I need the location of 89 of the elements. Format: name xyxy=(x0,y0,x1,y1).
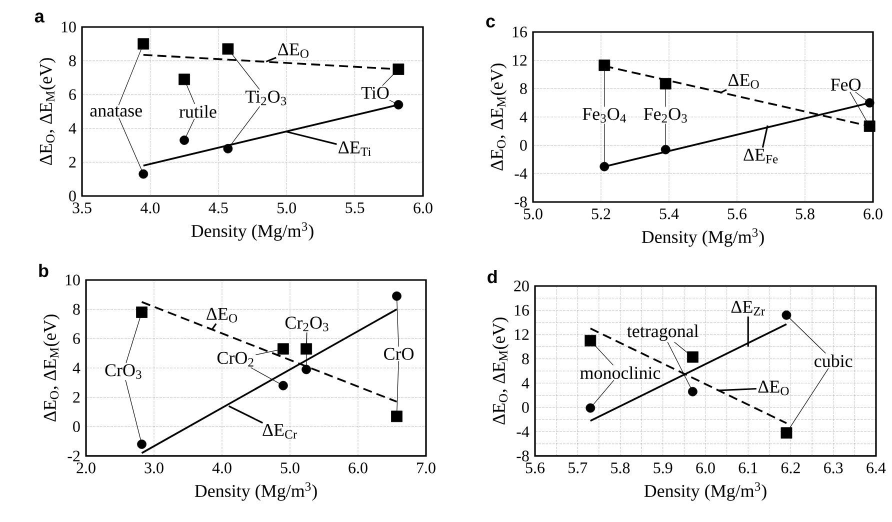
x-tick-label: 5.8 xyxy=(611,462,630,474)
y-tick-label: 10 xyxy=(62,22,76,32)
annotation: Fe$_{2}$O$_{3}$ xyxy=(644,108,687,123)
x-tick-label: 7.0 xyxy=(417,462,436,474)
annotation: CrO$_{2}$ xyxy=(217,352,254,366)
x-tick-label: 3.0 xyxy=(144,462,164,474)
annotation: monoclinic xyxy=(580,366,660,380)
y-tick-label: 6 xyxy=(73,333,80,344)
annotation: ΔE$_{O}$ xyxy=(278,43,308,58)
y-tick-label: -2 xyxy=(68,450,80,462)
y-tick-label: 4 xyxy=(68,123,76,134)
annotation: cubic xyxy=(814,354,852,368)
x-tick-label: 6.0 xyxy=(414,202,432,214)
y-tick-label: 16 xyxy=(512,26,527,38)
x-axis-title: Density (Mg/m$^{3}$) xyxy=(644,482,766,501)
annotation: ΔE$_{O}$ xyxy=(206,308,238,322)
annotation: TiO xyxy=(361,86,389,99)
y-tick-label: 12 xyxy=(512,55,527,66)
y-tick-label: 2 xyxy=(69,156,76,168)
x-tick-label: 6.1 xyxy=(738,462,758,474)
y-tick-label: 20 xyxy=(514,280,529,292)
y-axis-title: ΔE$_{O}$, ΔE$_{M}$(eV) xyxy=(39,58,56,166)
annotation: ΔE$_{O}$ xyxy=(758,380,789,396)
annotation: ΔE$_{Zr}$ xyxy=(731,300,765,316)
annotation: ΔE$_{Fe}$ xyxy=(744,148,778,164)
y-axis-title: ΔE$_{O}$, ΔE$_{M}$(eV) xyxy=(43,314,60,422)
x-tick-label: 6.0 xyxy=(696,462,715,474)
annotation: Cr$_{2}$O$_{3}$ xyxy=(285,316,328,332)
y-tick-label: -8 xyxy=(516,450,529,462)
y-tick-label: -8 xyxy=(514,196,527,208)
y-tick-label: 0 xyxy=(69,190,76,202)
chart-title: c xyxy=(486,18,495,28)
y-tick-label: 2 xyxy=(73,392,80,403)
chart-title: b xyxy=(39,264,48,278)
x-tick-label: 5.2 xyxy=(592,208,610,220)
chart-title: d xyxy=(488,270,497,284)
x-tick-label: 4.0 xyxy=(140,202,160,214)
x-tick-label: 4.0 xyxy=(212,462,232,474)
y-tick-label: 12 xyxy=(514,329,529,340)
annotation: CrO xyxy=(384,348,414,360)
x-tick-label: 5.8 xyxy=(796,208,814,220)
annotation: ΔE$_{Ti}$ xyxy=(338,141,371,156)
x-tick-label: 6.0 xyxy=(348,462,368,474)
annotation: FeO xyxy=(830,78,861,91)
x-tick-label: 3.5 xyxy=(72,202,92,214)
annotation: ΔE$_{Cr}$ xyxy=(262,424,298,439)
x-tick-label: 5.7 xyxy=(568,462,588,474)
x-axis-title: Density (Mg/m$^{3}$) xyxy=(194,482,317,501)
y-tick-label: 4 xyxy=(522,378,530,388)
y-tick-label: 8 xyxy=(69,55,76,66)
y-axis-title: ΔE$_{O}$, ΔE$_{M}$(eV) xyxy=(490,64,507,171)
x-tick-label: 5.0 xyxy=(524,208,542,220)
x-tick-label: 5.0 xyxy=(278,202,296,214)
y-tick-label: 8 xyxy=(73,304,80,315)
y-tick-label: 0 xyxy=(520,140,527,151)
x-tick-label: 5.6 xyxy=(526,462,545,474)
y-tick-label: -4 xyxy=(516,426,530,437)
x-axis-title: Density (Mg/m$^{3}$) xyxy=(642,228,764,247)
x-tick-label: 4.5 xyxy=(208,202,228,214)
x-tick-label: 6.4 xyxy=(866,462,886,474)
x-tick-label: 6.3 xyxy=(824,462,843,474)
y-tick-label: 0 xyxy=(73,421,80,432)
y-tick-label: 0 xyxy=(522,402,529,413)
annotation: ΔE$_{O}$ xyxy=(728,74,759,89)
y-tick-label: 4 xyxy=(72,362,80,374)
x-tick-label: 5.4 xyxy=(660,208,679,220)
annotation: anatase xyxy=(90,106,142,117)
x-tick-label: 6.0 xyxy=(864,208,882,220)
x-axis-title: Density (Mg/m$^{3}$) xyxy=(191,222,314,241)
annotation: Ti$_{2}$O$_{3}$ xyxy=(245,90,286,106)
annotation: Fe$_{3}$O$_{4}$ xyxy=(582,108,626,123)
x-tick-label: 5.9 xyxy=(654,462,672,474)
x-tick-label: 2.0 xyxy=(76,462,96,474)
y-tick-label: 6 xyxy=(69,89,76,100)
annotation: tetragonal xyxy=(627,324,699,341)
annotation: rutile xyxy=(179,105,216,118)
y-tick-label: 4 xyxy=(520,112,528,122)
y-axis-title: ΔE$_{O}$, ΔE$_{M}$(eV) xyxy=(492,318,509,425)
y-tick-label: 8 xyxy=(520,83,527,94)
y-tick-label: 8 xyxy=(522,353,529,364)
x-tick-label: 6.2 xyxy=(781,462,800,474)
x-tick-label: 5.5 xyxy=(346,202,364,214)
y-tick-label: 16 xyxy=(514,304,529,316)
x-tick-label: 5.6 xyxy=(728,208,747,220)
x-tick-label: 5.0 xyxy=(280,462,300,474)
chart-title: a xyxy=(34,12,45,23)
annotation: CrO$_{3}$ xyxy=(105,364,142,379)
y-tick-label: 10 xyxy=(66,274,80,286)
y-tick-label: -4 xyxy=(514,168,528,179)
